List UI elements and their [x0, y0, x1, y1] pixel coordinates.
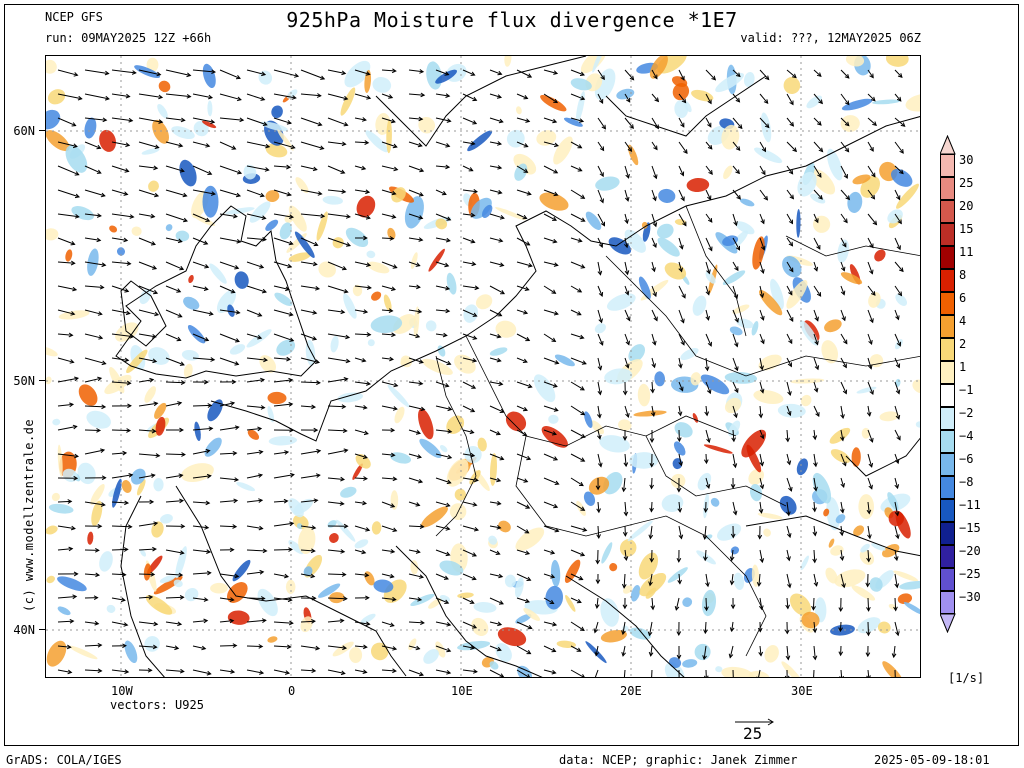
colorbar-label: −11	[959, 498, 981, 512]
colorbar-label: 20	[959, 199, 974, 213]
colorbar-label: −20	[959, 544, 981, 558]
coastlines	[115, 56, 920, 677]
lon-label-10w: 10W	[111, 684, 133, 698]
colorbar-label: 4	[959, 314, 967, 328]
footer-timestamp: 2025-05-09-18:01	[874, 753, 990, 767]
colorbar-swatch	[940, 476, 955, 499]
lat-tick	[39, 629, 45, 630]
colorbar-label: −4	[959, 429, 974, 443]
lon-label-20e: 20E	[620, 684, 642, 698]
colorbar-swatch	[940, 407, 955, 430]
graticule	[46, 56, 920, 677]
colorbar-label: 15	[959, 222, 974, 236]
colorbar-swatch	[940, 338, 955, 361]
colorbar-label: 1	[959, 360, 967, 374]
lat-label-60n: 60N	[13, 124, 35, 138]
colorbar-label: −2	[959, 406, 974, 420]
valid-label: valid: ???, 12MAY2025 06Z	[740, 31, 921, 45]
map-panel[interactable]	[45, 55, 921, 678]
lon-label-10e: 10E	[451, 684, 473, 698]
colorbar-label: −8	[959, 475, 974, 489]
divergence-field	[46, 56, 920, 677]
colorbar-swatch	[940, 200, 955, 223]
colorbar-label: 25	[959, 176, 974, 190]
colorbar-label: −15	[959, 521, 981, 535]
lon-label-30e: 30E	[791, 684, 813, 698]
colorbar-label: 2	[959, 337, 967, 351]
wind-vectors	[57, 68, 906, 677]
colorbar-swatch	[940, 591, 955, 614]
colorbar-swatch	[940, 292, 955, 315]
colorbar-label: 8	[959, 268, 967, 282]
colorbar-swatch	[940, 545, 955, 568]
colorbar-swatch	[940, 223, 955, 246]
lat-label-50n: 50N	[13, 374, 35, 388]
colorbar-top-triangle	[940, 135, 956, 155]
colorbar-swatch	[940, 453, 955, 476]
map-canvas	[46, 56, 920, 677]
colorbar-swatch	[940, 269, 955, 292]
colorbar-label: 11	[959, 245, 974, 259]
lat-label-40n: 40N	[13, 623, 35, 637]
colorbar-label: −25	[959, 567, 981, 581]
reference-vector-value: 25	[743, 724, 763, 743]
colorbar-swatch	[940, 315, 955, 338]
colorbar-label: −30	[959, 590, 981, 604]
footer-grads: GrADS: COLA/IGES	[6, 753, 122, 767]
colorbar-swatch	[940, 522, 955, 545]
reference-vector-arrow	[735, 718, 774, 726]
colorbar-swatch	[940, 361, 955, 384]
colorbar-bottom-triangle	[940, 613, 956, 633]
footer-credit: data: NCEP; graphic: Janek Zimmer	[559, 753, 798, 767]
country-borders	[435, 205, 920, 657]
chart-title: 925hPa Moisture flux divergence *1E7	[286, 8, 738, 32]
lat-tick	[39, 130, 45, 131]
colorbar-swatch	[940, 246, 955, 269]
plot-frame	[4, 4, 1019, 746]
colorbar-label: 30	[959, 153, 974, 167]
model-label: NCEP GFS	[45, 10, 103, 24]
colorbar-swatch	[940, 568, 955, 591]
colorbar-label: −1	[959, 383, 974, 397]
watermark-text: (c) www.modellzentrale.de	[22, 418, 36, 612]
colorbar-label: 6	[959, 291, 967, 305]
colorbar-unit: [1/s]	[948, 671, 985, 685]
vectors-label: vectors: U925	[110, 698, 204, 712]
lon-label-0: 0	[288, 684, 296, 698]
colorbar-label: −6	[959, 452, 974, 466]
colorbar-swatch	[940, 499, 955, 522]
run-label: run: 09MAY2025 12Z +66h	[45, 31, 212, 45]
colorbar-swatch	[940, 177, 955, 200]
lat-tick	[39, 380, 45, 381]
colorbar-swatch	[940, 384, 955, 407]
colorbar-swatch	[940, 154, 955, 177]
colorbar-swatch	[940, 430, 955, 453]
